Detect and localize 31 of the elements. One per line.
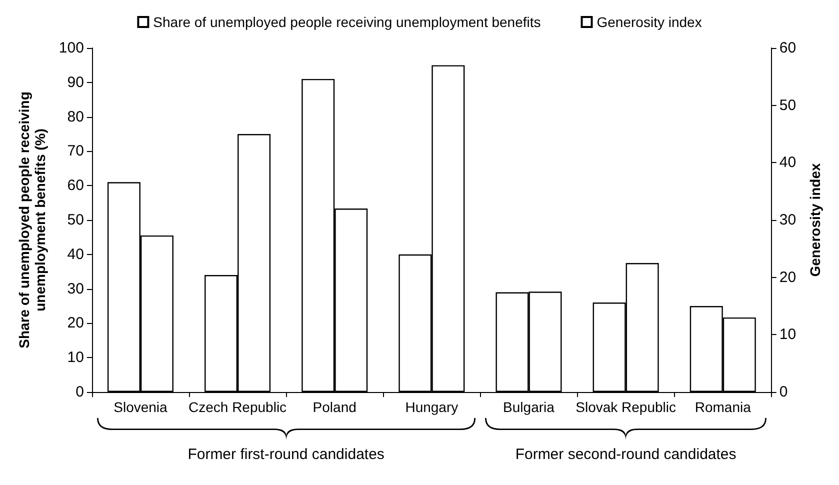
- y-tick-label: 0: [76, 384, 84, 400]
- y-tick-label: 50: [67, 212, 84, 228]
- x-tick-label: Slovak Republic: [576, 399, 676, 415]
- y2-tick-label: 20: [779, 268, 796, 286]
- y-tick-label: 90: [67, 74, 84, 91]
- x-tick-label: Hungary: [405, 399, 458, 415]
- y-tick-label: 20: [67, 314, 84, 332]
- x-tick-label: Bulgaria: [503, 399, 555, 415]
- y2-tick-label: 40: [779, 154, 796, 172]
- y-tick-label: 100: [58, 40, 84, 56]
- y-tick-label: 10: [67, 349, 84, 366]
- x-tick-label: Slovenia: [114, 399, 168, 415]
- y-tick-label: 70: [67, 142, 84, 160]
- y2-axis-title: Generosity index: [807, 162, 823, 277]
- y2-tick-label: 60: [779, 40, 796, 56]
- x-tick-label: Romania: [694, 399, 752, 415]
- legend-label: Generosity index: [596, 14, 702, 30]
- y-tick-label: 30: [67, 280, 84, 298]
- y2-tick-label: 10: [779, 326, 796, 344]
- y-tick-label: 60: [67, 177, 84, 194]
- x-tick-label: Czech Republic: [188, 399, 287, 415]
- y2-tick-label: 50: [779, 96, 796, 114]
- legend-label: Share of unemployed people receiving unemployment benefits: [153, 14, 541, 30]
- text: Former second-round candidates: [514, 446, 738, 463]
- y-tick-label: 80: [67, 108, 84, 126]
- y-tick-label: 40: [67, 246, 84, 263]
- x-tick-label: Poland: [312, 399, 356, 415]
- y2-tick-label: 0: [779, 384, 788, 400]
- y2-tick-label: 30: [779, 212, 796, 228]
- y-axis-title: Share of unemployed people receiving unemployment benefits (%): [16, 92, 48, 348]
- text: Former first-round candidates: [186, 446, 386, 463]
